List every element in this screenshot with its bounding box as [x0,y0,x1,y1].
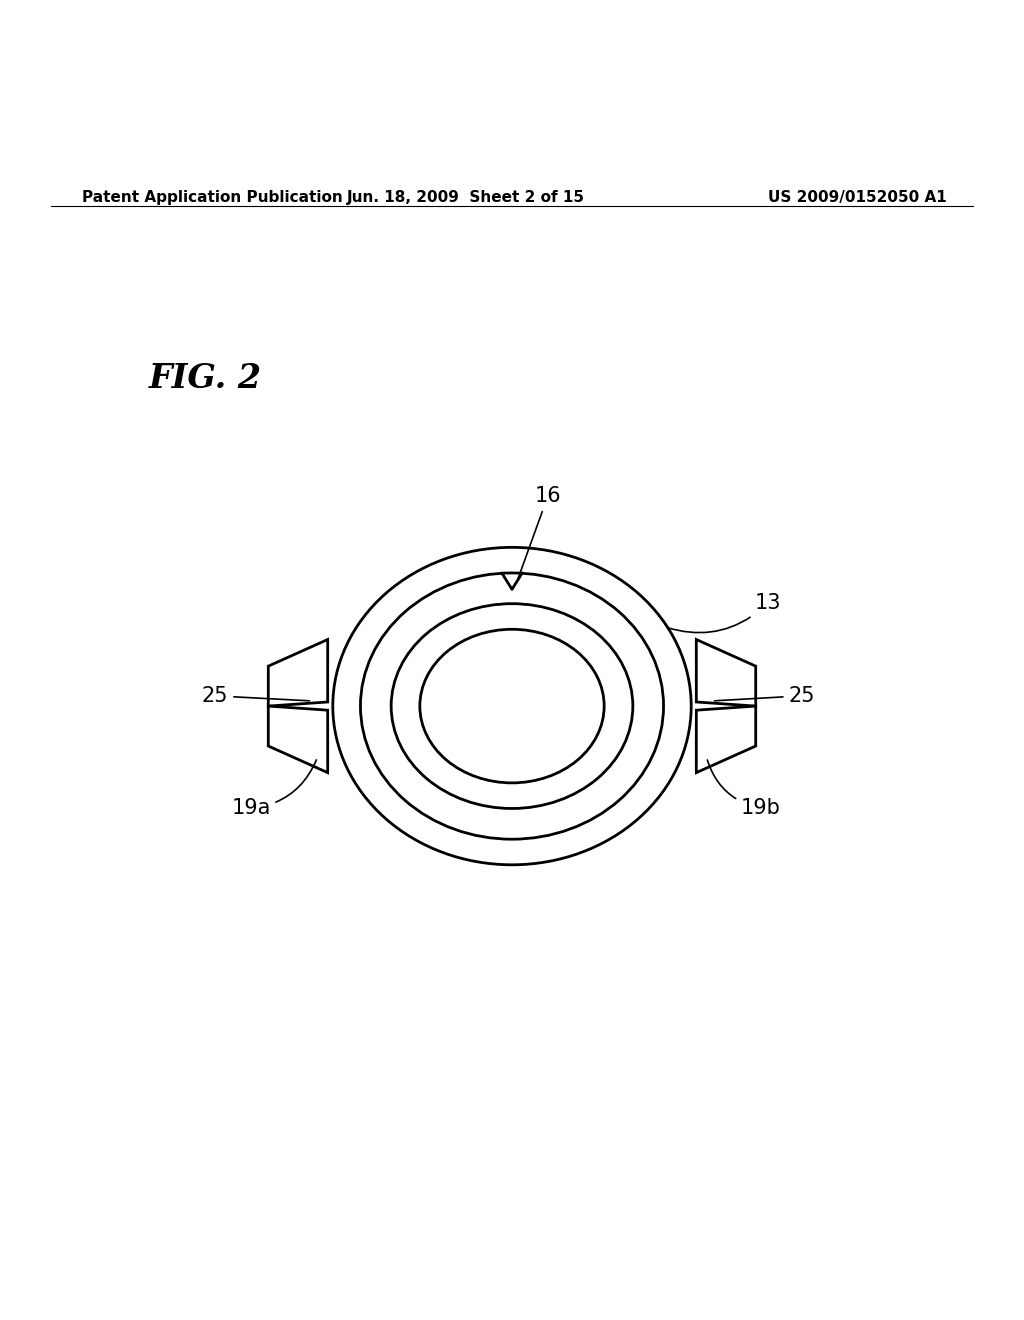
Polygon shape [268,706,328,772]
Polygon shape [696,639,756,706]
Text: 25: 25 [202,686,309,706]
Text: US 2009/0152050 A1: US 2009/0152050 A1 [768,190,947,205]
Text: 13: 13 [667,593,781,632]
Text: 19a: 19a [231,760,316,818]
Text: 25: 25 [715,686,815,706]
Text: Patent Application Publication: Patent Application Publication [82,190,343,205]
Polygon shape [696,706,756,772]
Text: 16: 16 [518,486,561,578]
Text: Jun. 18, 2009  Sheet 2 of 15: Jun. 18, 2009 Sheet 2 of 15 [347,190,585,205]
Polygon shape [268,639,328,706]
Text: FIG. 2: FIG. 2 [148,362,261,395]
Text: 19b: 19b [708,760,780,818]
